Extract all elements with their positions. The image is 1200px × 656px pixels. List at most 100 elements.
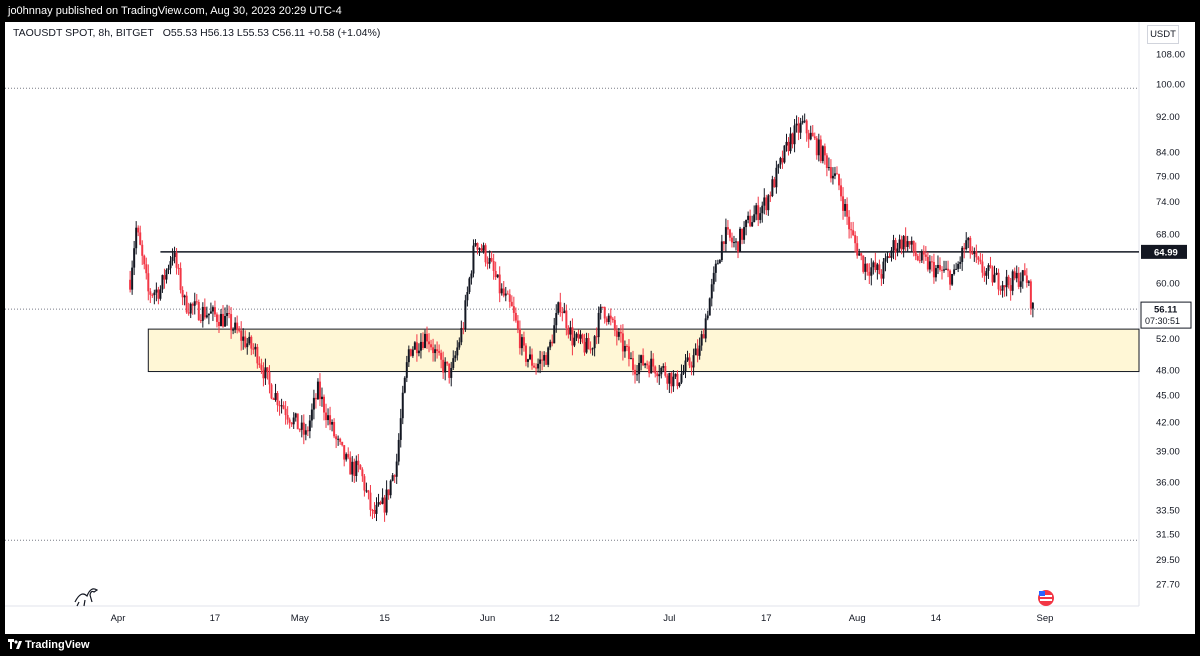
candle-body: [1025, 275, 1028, 283]
candle-body: [936, 264, 939, 269]
price-tick-label: 33.50: [1156, 506, 1180, 517]
candle-body: [951, 274, 954, 285]
candle-body: [706, 315, 709, 319]
candle-body: [337, 438, 340, 440]
candle-body: [266, 367, 269, 373]
candle-body: [722, 241, 725, 244]
candle-body: [1011, 271, 1014, 291]
candle-body: [627, 346, 630, 360]
candle-body: [799, 122, 802, 133]
price-tick-label: 100.00: [1156, 80, 1185, 91]
candle-body: [1009, 285, 1012, 291]
publisher-bar: jo0hnnay published on TradingView.com, A…: [0, 0, 1200, 22]
candle-body: [276, 393, 279, 406]
candle-body: [496, 274, 499, 278]
candle-body: [878, 264, 881, 275]
candle-body: [557, 302, 560, 313]
candle-body: [393, 475, 396, 477]
candle-body: [581, 334, 584, 342]
currency-button[interactable]: USDT: [1147, 25, 1179, 44]
candle-body: [466, 292, 469, 301]
candle-body: [817, 139, 820, 156]
candle-body: [922, 251, 925, 255]
price-tick-label: 31.50: [1156, 530, 1180, 541]
candle-body: [724, 227, 727, 244]
candle-body: [318, 381, 321, 400]
candle-body: [133, 248, 136, 268]
candle-body: [199, 320, 202, 322]
candle-body: [739, 228, 742, 252]
candle-body: [779, 158, 782, 165]
dino-watermark-icon: [74, 588, 99, 607]
candle-body: [634, 369, 637, 375]
candle-body: [514, 312, 517, 321]
candle-body: [755, 205, 758, 215]
candle-body: [961, 247, 964, 262]
candle-body: [389, 480, 392, 496]
candle-body: [894, 240, 897, 253]
candle-body: [973, 251, 976, 255]
candle-body: [175, 252, 178, 268]
candle-body: [149, 291, 152, 295]
candle-body: [428, 341, 431, 345]
candle-body: [918, 260, 921, 262]
candle-body: [141, 244, 144, 256]
candle-body: [1003, 285, 1006, 288]
candle-body: [781, 158, 784, 163]
chart-panel[interactable]: 108.00 100.00 92.00 84.00 79.00 74.00 68.00 60.…: [5, 22, 1195, 634]
candle-body: [801, 121, 804, 123]
candle-body: [914, 251, 917, 256]
candle-body: [547, 347, 550, 365]
legend-close: C56.11: [271, 27, 306, 39]
candle-body: [385, 489, 388, 513]
candle-body: [254, 346, 257, 350]
candle-body: [585, 338, 588, 353]
candle-body: [684, 360, 687, 371]
candle-body: [312, 397, 315, 410]
candle-body: [381, 497, 384, 504]
candle-body: [226, 313, 229, 317]
candle-body: [440, 352, 443, 360]
candle-body: [712, 272, 715, 285]
candle-body: [543, 355, 546, 361]
candle-body: [793, 125, 796, 145]
candle-body: [945, 268, 948, 270]
candle-body: [646, 363, 649, 366]
candle-body: [264, 367, 267, 379]
candle-body: [397, 439, 400, 462]
candle-body: [191, 303, 194, 306]
candle-body: [290, 422, 293, 425]
candle-body: [886, 256, 889, 259]
candle-body: [783, 145, 786, 163]
price-tick-label: 42.00: [1156, 417, 1180, 428]
candle-body: [213, 307, 216, 315]
us-flag-stripe: [1040, 595, 1052, 597]
candle-body: [529, 354, 531, 360]
time-tick-label: 17: [210, 613, 221, 624]
candle-body: [256, 346, 259, 364]
candle-body: [343, 445, 346, 460]
candle-body: [607, 315, 610, 323]
candle-body: [506, 293, 509, 295]
candle-body: [468, 278, 471, 293]
candle-body: [167, 268, 170, 270]
candle-body: [203, 306, 206, 318]
time-tick-label: 12: [549, 613, 560, 624]
candle-body: [432, 347, 435, 354]
candle-body: [884, 258, 887, 262]
candle-body: [228, 313, 231, 315]
candle-body: [329, 415, 332, 425]
candle-body: [373, 509, 376, 514]
candle-body: [246, 343, 249, 348]
time-tick-label: 17: [761, 613, 772, 624]
candle-body: [947, 268, 950, 271]
candle-body: [500, 288, 503, 294]
candlestick-chart[interactable]: 108.00 100.00 92.00 84.00 79.00 74.00 68.00 60.…: [5, 22, 1195, 634]
candle-body: [759, 213, 762, 220]
candle-body: [1029, 281, 1032, 309]
candle-body: [745, 219, 748, 228]
candle-body: [165, 269, 168, 280]
candle-body: [638, 362, 641, 375]
candle-body: [183, 295, 186, 298]
candle-body: [367, 490, 370, 493]
